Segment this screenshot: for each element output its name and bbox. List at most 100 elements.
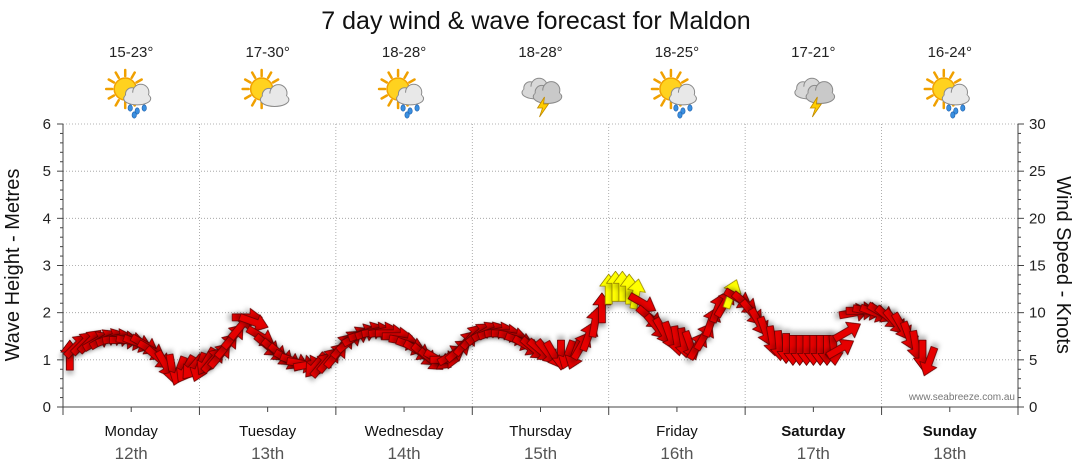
sun-ray [403,71,409,79]
day-name: Wednesday [365,423,444,440]
day-name: Thursday [509,423,572,440]
cloud-fill [397,92,423,104]
sun-ray [933,71,939,79]
sun-ray [680,78,689,84]
sun-ray [114,99,120,107]
wind-arrow [627,278,646,310]
rain-drop [400,104,406,112]
wind-arrow-shape [627,278,646,310]
right-tick-label: 25 [1029,163,1046,180]
right-tick-label: 15 [1029,258,1046,275]
cloud-shape [941,83,970,106]
sun-ray [408,78,416,84]
left-tick-label: 5 [43,163,51,180]
day-headers: 15-23° 17-30° 18-28° 18-28° 18-25° 17-21° 16-2… [104,44,972,119]
sun-ray [387,71,393,79]
rain-drop [127,104,133,112]
sun-ray [926,94,934,100]
cloud-fill [670,92,696,104]
wind-arrow-shape [919,346,939,377]
chart-title: 7 day wind & wave forecast for Maldon [321,7,750,35]
sun-ray [250,71,257,79]
left-tick-label: 4 [43,210,51,227]
storm-icon [794,77,836,118]
day-temperature: 16-24° [928,44,972,61]
sun-ray [653,78,661,84]
sun-ray [380,94,389,100]
rain-drop [141,104,147,112]
sun-ray [949,71,955,79]
sun-ray [243,94,252,100]
storm-icon [521,77,563,118]
sun-ray [660,99,666,107]
sun-cloud-rain-icon [104,68,152,119]
cloud-shape [259,84,290,107]
wind-arrows [60,270,939,386]
cloud-shape [396,83,425,106]
day-date: 14th [388,444,421,463]
cloud-shape [668,83,697,106]
left-tick-label: 6 [43,116,51,133]
sun-cloud-rain-icon [923,68,970,119]
day-name: Monday [105,423,159,440]
sun-ray [107,78,116,84]
wind-arrow [919,346,939,377]
day-date: 15th [524,444,557,463]
day-temperature: 17-30° [245,44,289,61]
wind-arrow [832,321,861,343]
sun-cloud-rain-icon [377,68,425,119]
sun-cloud-icon [241,68,290,110]
day-temperature: 18-25° [655,44,699,61]
cloud-fill [943,92,969,104]
cloud-shape [532,81,563,104]
sun-ray [250,99,257,107]
right-tick-label: 5 [1029,352,1037,369]
right-tick-label: 30 [1029,116,1046,133]
day-temperature: 15-23° [109,44,153,61]
day-date: 12th [115,444,148,463]
left-tick-label: 3 [43,258,51,275]
rain-drop [960,104,966,112]
rain-drop [414,104,420,112]
rain-drop [687,104,693,112]
sun-ray [266,71,273,79]
right-tick-label: 10 [1029,305,1046,322]
day-date: 16th [660,444,693,463]
rain-drop [404,111,410,119]
lightning-bolt [809,96,823,118]
day-name: Saturday [781,423,846,440]
wind-arrow-shape [832,321,861,343]
cloud-shape [123,83,152,106]
day-labels: Monday 12th Tuesday 13th Wednesday 14th Thursd… [105,423,978,463]
day-name: Friday [656,423,698,440]
sun-ray [380,78,389,84]
day-name: Sunday [923,423,978,440]
right-axis-title: Wind Speed - Knots [1052,176,1074,354]
sun-ray [243,78,252,84]
day-date: 13th [251,444,284,463]
left-axis-title: Wave Height - Metres [2,169,24,362]
sun-ray [653,94,661,100]
cloud-fill [124,92,150,104]
rain-drop [131,111,137,119]
cloud-shape [805,81,836,104]
left-tick-label: 1 [43,352,51,369]
day-temperature: 18-28° [382,44,426,61]
day-temperature: 18-28° [518,44,562,61]
sun-ray [271,78,280,84]
cloud-fill [807,90,834,102]
sun-ray [114,71,120,79]
cloud-fill [534,90,561,102]
sun-ray [130,71,136,79]
credit-text: www.seabreeze.com.au [908,392,1015,403]
rain-drop [677,111,683,119]
rain-drop [673,104,679,112]
sun-ray [933,99,939,107]
right-axis-ticks: 0 5 10 15 20 25 30 [1018,116,1046,416]
day-temperature: 17-21° [791,44,835,61]
day-name: Tuesday [239,423,296,440]
sun-cloud-rain-icon [650,68,697,119]
sun-ray [926,78,934,84]
sun-ray [676,71,682,79]
